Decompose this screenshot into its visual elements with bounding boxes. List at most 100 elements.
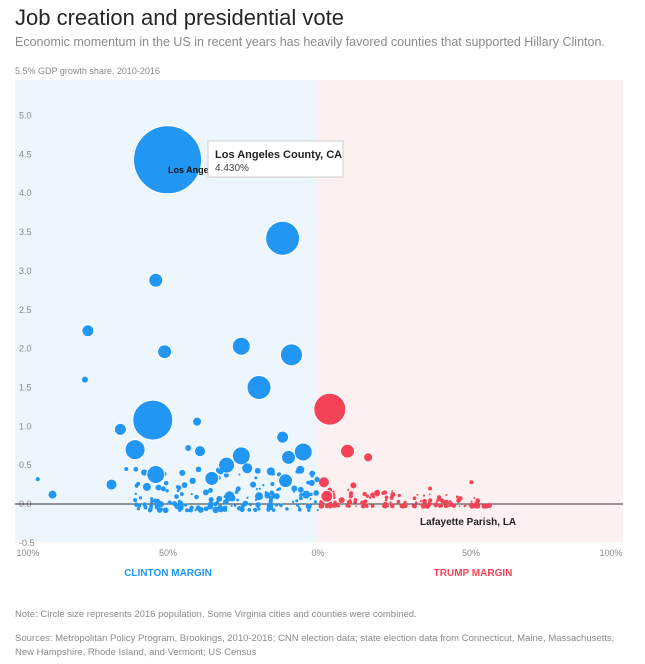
data-point[interactable] [257, 507, 261, 511]
data-point[interactable] [266, 504, 269, 507]
data-point[interactable] [433, 502, 439, 508]
data-point[interactable] [313, 500, 317, 504]
data-point[interactable] [487, 504, 489, 507]
data-point[interactable] [403, 500, 407, 504]
data-point[interactable] [295, 499, 299, 503]
data-point[interactable] [412, 503, 417, 509]
data-point[interactable] [475, 498, 481, 504]
data-point[interactable] [242, 463, 253, 474]
data-point[interactable] [444, 504, 449, 509]
data-point[interactable] [291, 485, 298, 492]
data-point[interactable] [469, 480, 474, 485]
data-point[interactable] [296, 503, 300, 507]
data-point[interactable] [266, 467, 275, 476]
data-point[interactable] [475, 504, 481, 509]
data-point[interactable] [142, 482, 151, 491]
data-point[interactable] [281, 449, 296, 465]
data-point[interactable] [162, 507, 169, 514]
data-point[interactable] [327, 501, 333, 507]
data-point[interactable] [310, 474, 314, 478]
data-point[interactable] [297, 486, 304, 493]
data-point[interactable] [442, 499, 445, 502]
data-point[interactable] [246, 374, 272, 400]
data-point[interactable] [179, 492, 184, 496]
data-point[interactable] [202, 489, 209, 496]
data-point[interactable] [143, 505, 148, 510]
data-point[interactable] [174, 502, 177, 505]
data-point[interactable] [222, 505, 228, 511]
data-point[interactable] [337, 505, 341, 508]
data-point[interactable] [422, 494, 426, 497]
data-point[interactable] [179, 469, 186, 476]
data-point[interactable] [236, 498, 239, 502]
data-points[interactable] [35, 125, 493, 514]
data-point[interactable] [141, 469, 148, 476]
data-point[interactable] [382, 504, 387, 509]
data-point[interactable] [353, 500, 357, 504]
data-point[interactable] [153, 498, 157, 503]
data-point[interactable] [350, 482, 357, 489]
data-point[interactable] [348, 491, 354, 496]
data-point[interactable] [231, 336, 251, 356]
data-point[interactable] [233, 504, 237, 507]
data-point[interactable] [458, 505, 461, 508]
data-point[interactable] [307, 508, 311, 512]
data-point[interactable] [190, 492, 193, 496]
data-point[interactable] [174, 494, 179, 499]
data-point[interactable] [156, 503, 161, 508]
data-point[interactable] [231, 446, 251, 466]
data-point[interactable] [473, 497, 476, 500]
data-point[interactable] [308, 479, 315, 487]
scatter-chart[interactable]: 5.5% GDP growth share, 2010-2016 -0.50.0… [0, 60, 645, 590]
data-point[interactable] [150, 498, 154, 501]
data-point[interactable] [333, 500, 337, 505]
data-point[interactable] [270, 481, 275, 487]
data-point[interactable] [236, 505, 242, 511]
data-point[interactable] [362, 491, 367, 497]
data-point[interactable] [416, 493, 419, 496]
data-point[interactable] [389, 495, 394, 500]
data-point[interactable] [297, 506, 301, 509]
data-point[interactable] [276, 430, 290, 444]
data-point[interactable] [445, 494, 448, 497]
data-point[interactable] [133, 498, 138, 503]
data-point[interactable] [293, 442, 313, 462]
data-point[interactable] [106, 479, 117, 490]
data-point[interactable] [247, 508, 252, 512]
data-point[interactable] [255, 492, 263, 501]
data-point[interactable] [216, 495, 223, 502]
data-point[interactable] [302, 490, 311, 499]
data-point[interactable] [481, 503, 487, 509]
data-point[interactable] [355, 505, 357, 507]
data-point[interactable] [267, 502, 274, 509]
data-point[interactable] [298, 496, 303, 501]
data-point[interactable] [428, 486, 433, 491]
data-point[interactable] [396, 499, 401, 504]
data-point[interactable] [448, 501, 454, 507]
data-point[interactable] [81, 376, 88, 383]
data-point[interactable] [133, 125, 203, 195]
data-point[interactable] [291, 500, 295, 504]
data-point[interactable] [400, 503, 405, 509]
data-point[interactable] [136, 481, 141, 486]
data-point[interactable] [266, 507, 271, 512]
data-point[interactable] [305, 503, 312, 510]
data-point[interactable] [133, 466, 139, 472]
data-point[interactable] [414, 501, 418, 504]
data-point[interactable] [364, 453, 373, 462]
data-point[interactable] [299, 493, 303, 497]
data-point[interactable] [254, 467, 261, 474]
data-point[interactable] [425, 503, 431, 509]
data-point[interactable] [332, 496, 336, 500]
data-point[interactable] [273, 493, 280, 500]
data-point[interactable] [163, 480, 169, 486]
data-point[interactable] [167, 500, 172, 505]
data-point[interactable] [458, 496, 463, 501]
data-point[interactable] [195, 466, 202, 473]
data-point[interactable] [176, 485, 182, 491]
data-point[interactable] [264, 492, 271, 499]
data-point[interactable] [217, 504, 223, 511]
data-point[interactable] [146, 464, 166, 484]
data-point[interactable] [439, 503, 444, 508]
data-point[interactable] [150, 499, 154, 504]
